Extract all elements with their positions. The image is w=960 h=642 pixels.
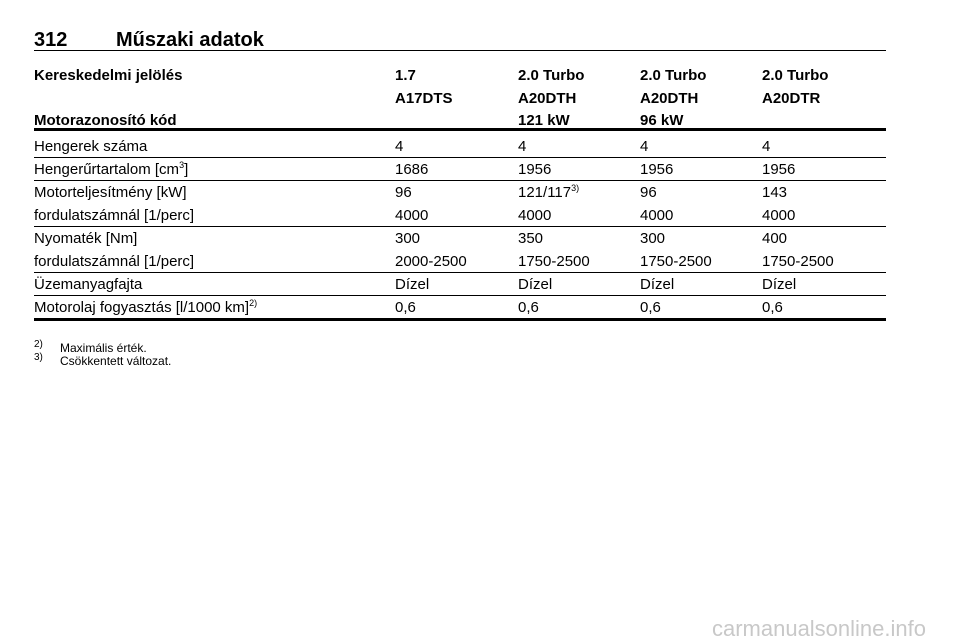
- cell: Dízel: [762, 276, 797, 293]
- row-rule: [34, 180, 886, 181]
- watermark: carmanualsonline.info: [711, 616, 926, 641]
- cell: 121/1173): [518, 183, 580, 201]
- cell: Motorteljesítmény [kW]: [34, 184, 187, 201]
- cell: 2.0 Turbo: [518, 67, 585, 84]
- row-rule: [34, 318, 886, 321]
- footnote-mark: 2): [34, 339, 43, 350]
- cell: 300: [395, 230, 421, 247]
- cell: 1.7: [395, 67, 416, 84]
- cell: 143: [762, 184, 788, 201]
- cell: 4000: [640, 207, 674, 224]
- superscript: 3: [179, 160, 185, 170]
- cell: Üzemanyagfajta: [34, 276, 143, 293]
- table-rule: [34, 128, 886, 131]
- cell: 4: [762, 138, 771, 155]
- cell: Dízel: [395, 276, 430, 293]
- cell: 2.0 Turbo: [640, 67, 707, 84]
- cell: 0,6: [762, 299, 783, 316]
- cell: Nyomaték [Nm]: [34, 230, 138, 247]
- cell: 1956: [640, 161, 674, 178]
- footnote-text: Csökkentett változat.: [60, 354, 172, 368]
- cell: fordulatszámnál [1/perc]: [34, 253, 195, 270]
- cell: Dízel: [518, 276, 553, 293]
- cell: Dízel: [640, 276, 675, 293]
- cell: 96: [395, 184, 412, 201]
- cell: 300: [640, 230, 666, 247]
- cell: Motorolaj fogyasztás [l/1000 km]2): [34, 298, 258, 316]
- cell: 350: [518, 230, 544, 247]
- cell: 0,6: [640, 299, 661, 316]
- cell: 2000-2500: [395, 253, 467, 270]
- page-number: 312: [34, 29, 68, 51]
- cell-text: Motorolaj fogyasztás [l/1000 km]: [34, 299, 250, 316]
- cell: 4: [518, 138, 527, 155]
- cell: 1956: [518, 161, 552, 178]
- cell: 4000: [762, 207, 796, 224]
- footnote-mark: 3): [34, 352, 43, 363]
- superscript: 3): [571, 183, 580, 193]
- cell: 4000: [395, 207, 429, 224]
- footnote-text: Maximális érték.: [60, 341, 147, 355]
- cell: 121 kW: [518, 112, 570, 129]
- page-title: Műszaki adatok: [116, 29, 264, 51]
- cell-text: 121/117: [518, 184, 572, 201]
- title-rule: [34, 50, 886, 51]
- cell: 2.0 Turbo: [762, 67, 829, 84]
- cell: 4: [640, 138, 649, 155]
- cell: 4: [395, 138, 404, 155]
- cell: 0,6: [518, 299, 539, 316]
- cell: 4000: [518, 207, 552, 224]
- cell: A20DTR: [762, 90, 821, 107]
- cell: 1956: [762, 161, 796, 178]
- cell-text: ]: [184, 161, 189, 178]
- cell: A17DTS: [395, 90, 453, 107]
- cell: 400: [762, 230, 788, 247]
- cell: 1750-2500: [762, 253, 834, 270]
- cell: fordulatszámnál [1/perc]: [34, 207, 195, 224]
- cell: Hengerűrtartalom [cm3]: [34, 160, 189, 178]
- cell: A20DTH: [518, 90, 577, 107]
- cell: 1750-2500: [640, 253, 712, 270]
- row-rule: [34, 295, 886, 296]
- cell: A20DTH: [640, 90, 699, 107]
- row-rule: [34, 226, 886, 227]
- cell: Kereskedelmi jelölés: [34, 67, 183, 84]
- cell: 1686: [395, 161, 429, 178]
- superscript: 2): [249, 298, 258, 308]
- cell: Hengerek száma: [34, 138, 148, 155]
- cell: Motorazonosító kód: [34, 112, 177, 129]
- row-rule: [34, 157, 886, 158]
- cell: 0,6: [395, 299, 416, 316]
- cell: 1750-2500: [518, 253, 590, 270]
- cell-text: Hengerűrtartalom [cm: [34, 161, 180, 178]
- cell: 96 kW: [640, 112, 684, 129]
- row-rule: [34, 272, 886, 273]
- cell: 96: [640, 184, 657, 201]
